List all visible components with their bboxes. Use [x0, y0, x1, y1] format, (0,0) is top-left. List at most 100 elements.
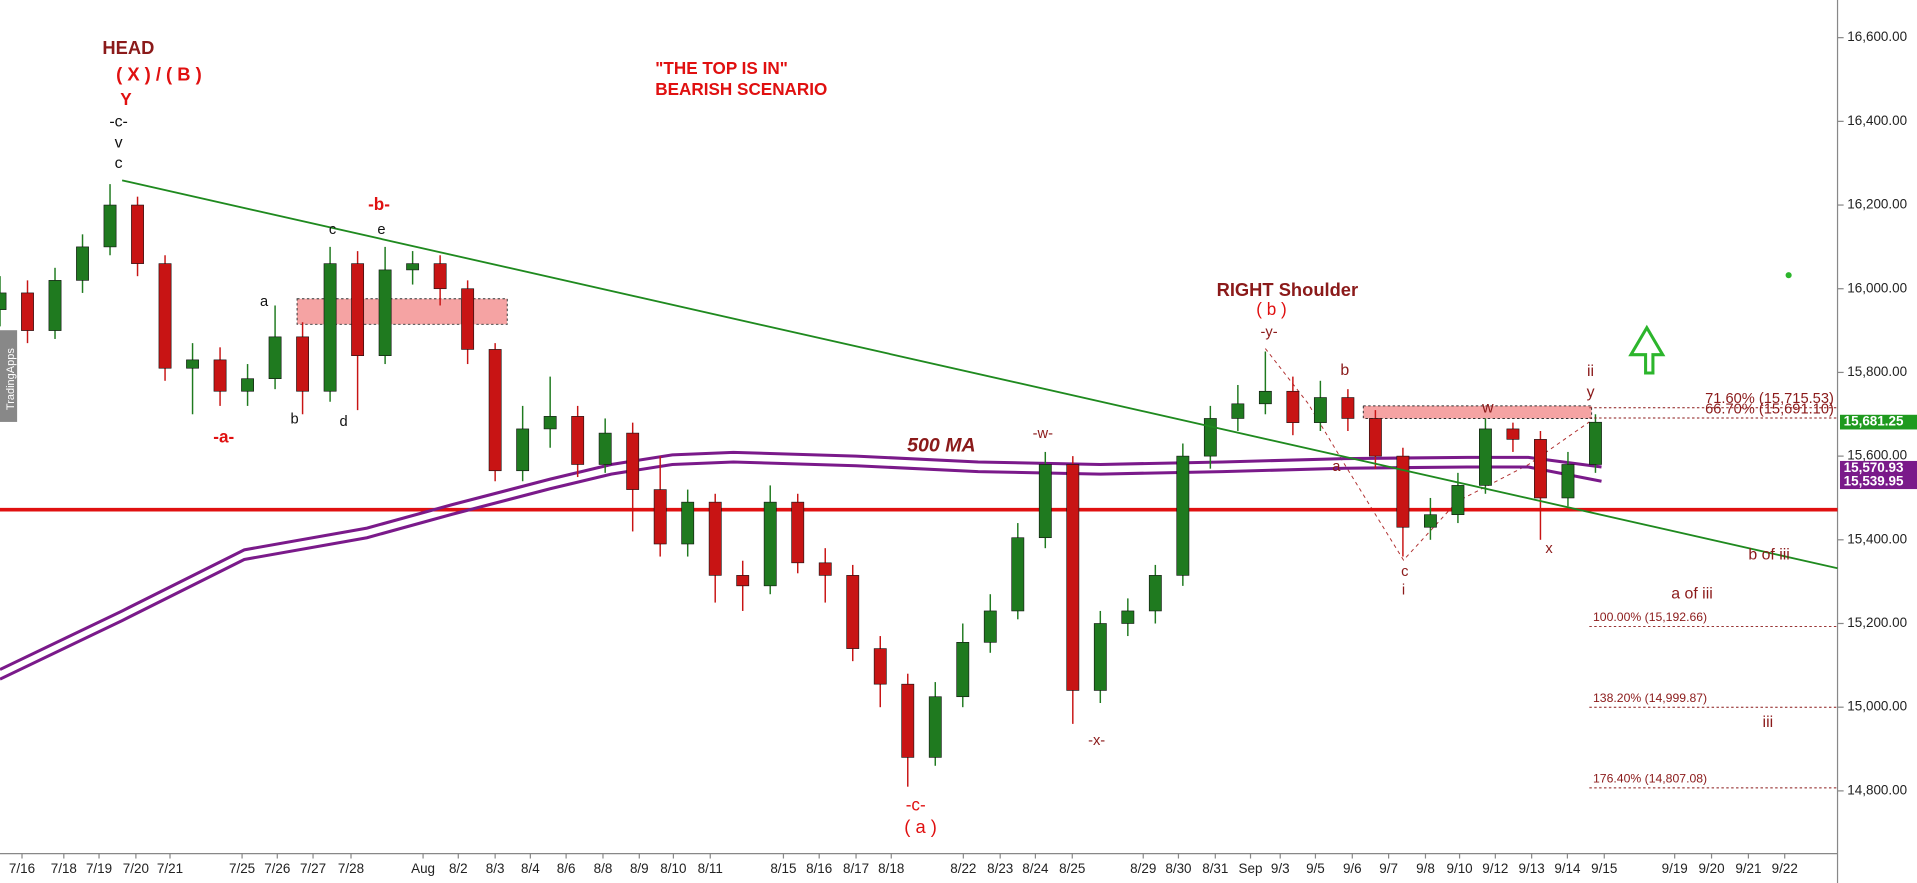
candle-body — [461, 288, 475, 350]
candle-body — [928, 696, 942, 758]
annotation: Y — [120, 90, 132, 109]
x-tick-label: 8/18 — [878, 861, 904, 876]
candle-body — [598, 432, 612, 465]
wave-guide — [1264, 348, 1590, 561]
fib-label: 100.00% (15,192.66) — [1593, 610, 1707, 624]
candle-body — [873, 648, 887, 685]
candle-body — [48, 280, 62, 331]
x-tick-label: 8/8 — [594, 861, 613, 876]
x-tick-label: 8/2 — [449, 861, 468, 876]
annotation: -a- — [213, 427, 234, 446]
x-tick-label: 7/25 — [229, 861, 255, 876]
x-tick-label: 8/4 — [521, 861, 540, 876]
y-tick-label: 15,200.00 — [1847, 615, 1907, 630]
x-tick-label: 9/13 — [1519, 861, 1545, 876]
candle-body — [406, 263, 420, 271]
candle-body — [1589, 421, 1602, 465]
x-tick-label: 8/29 — [1130, 861, 1156, 876]
annotation: ( X ) / ( B ) — [116, 64, 202, 85]
candle-body — [1258, 390, 1272, 405]
y-tick-label: 16,400.00 — [1847, 113, 1907, 128]
fib-label: 138.20% (14,999.87) — [1593, 691, 1707, 705]
price-tag — [1839, 414, 1917, 430]
candle-body — [736, 575, 750, 587]
x-tick-label: Sep — [1239, 861, 1263, 876]
price-tag — [1839, 474, 1917, 490]
watermark-box — [0, 330, 18, 422]
x-tick-label: 8/16 — [806, 861, 832, 876]
price-tag — [1839, 460, 1917, 476]
y-tick-label: 14,800.00 — [1847, 782, 1907, 797]
candle-body — [1313, 397, 1327, 423]
x-tick-label: 8/30 — [1165, 861, 1191, 876]
y-tick-label: 15,400.00 — [1847, 531, 1907, 546]
x-tick-label: 7/20 — [123, 861, 149, 876]
candle-body — [1423, 514, 1437, 528]
x-tick-label: 8/6 — [557, 861, 576, 876]
x-tick-label: 7/28 — [338, 861, 364, 876]
x-tick-label: 8/31 — [1202, 861, 1228, 876]
x-tick-label: 9/8 — [1416, 861, 1435, 876]
x-tick-label: 9/6 — [1343, 861, 1362, 876]
annotation: c — [1401, 564, 1408, 580]
annotation: BEARISH SCENARIO — [655, 80, 827, 99]
candle-body — [296, 336, 310, 392]
candle-body — [1038, 464, 1052, 539]
moving-average — [0, 450, 1602, 671]
candle-body — [213, 359, 227, 392]
annotation: "THE TOP IS IN" — [655, 59, 788, 78]
x-tick-label: 9/12 — [1482, 861, 1508, 876]
x-tick-label: 7/16 — [9, 861, 35, 876]
x-tick-label: 9/22 — [1772, 861, 1798, 876]
x-tick-label: 7/26 — [264, 861, 290, 876]
y-tick-label: 16,200.00 — [1847, 197, 1907, 212]
x-tick-label: 7/19 — [86, 861, 112, 876]
candle-body — [901, 683, 915, 758]
y-tick-label: 16,000.00 — [1847, 280, 1907, 295]
candle-body — [763, 501, 777, 587]
moving-average — [0, 460, 1602, 681]
marker-dot — [1785, 272, 1792, 279]
x-tick-label: 9/14 — [1554, 861, 1581, 876]
candle-body — [543, 416, 557, 430]
fib-label: 66.70% (15,691.10) — [1705, 401, 1834, 417]
wave-guides — [1264, 348, 1590, 561]
annotation: y — [1587, 384, 1595, 401]
annotation: c — [115, 155, 123, 172]
annotation: -b- — [368, 195, 390, 214]
annotation: -c- — [109, 114, 128, 131]
candle-body — [76, 246, 89, 281]
candle-body — [241, 378, 254, 392]
x-tick-label: 8/9 — [630, 861, 649, 876]
annotation: ( a ) — [904, 816, 937, 837]
candle-body — [0, 292, 7, 310]
annotation: iii — [1763, 714, 1774, 731]
annotation: d — [339, 414, 347, 430]
x-tick-label: 7/21 — [157, 861, 183, 876]
candle-body — [571, 416, 585, 465]
candle-body — [1176, 455, 1190, 576]
annotation: -y- — [1260, 325, 1277, 341]
candle-body — [186, 359, 199, 369]
y-tick-label: 15,600.00 — [1847, 448, 1907, 463]
x-tick-label: Aug — [411, 861, 435, 876]
candle-body — [1286, 390, 1300, 423]
x-tick-label: 8/3 — [486, 861, 505, 876]
candle-body — [351, 263, 365, 356]
x-tick-label: 8/17 — [843, 861, 869, 876]
candle-body — [433, 263, 447, 290]
trendline — [121, 179, 1838, 570]
candle-body — [158, 263, 172, 369]
x-tick-label: 9/10 — [1446, 861, 1472, 876]
annotation: a — [1332, 459, 1341, 475]
candle-body — [626, 432, 640, 490]
annotation: b of iii — [1748, 546, 1789, 563]
candle-body — [1121, 610, 1135, 624]
candle-body — [1479, 428, 1492, 486]
annotation: a of iii — [1671, 586, 1712, 603]
annotation: w — [1481, 400, 1494, 417]
y-tick-label: 16,600.00 — [1847, 29, 1907, 44]
x-tick-label: 9/15 — [1591, 861, 1617, 876]
annotation: a — [260, 294, 269, 310]
